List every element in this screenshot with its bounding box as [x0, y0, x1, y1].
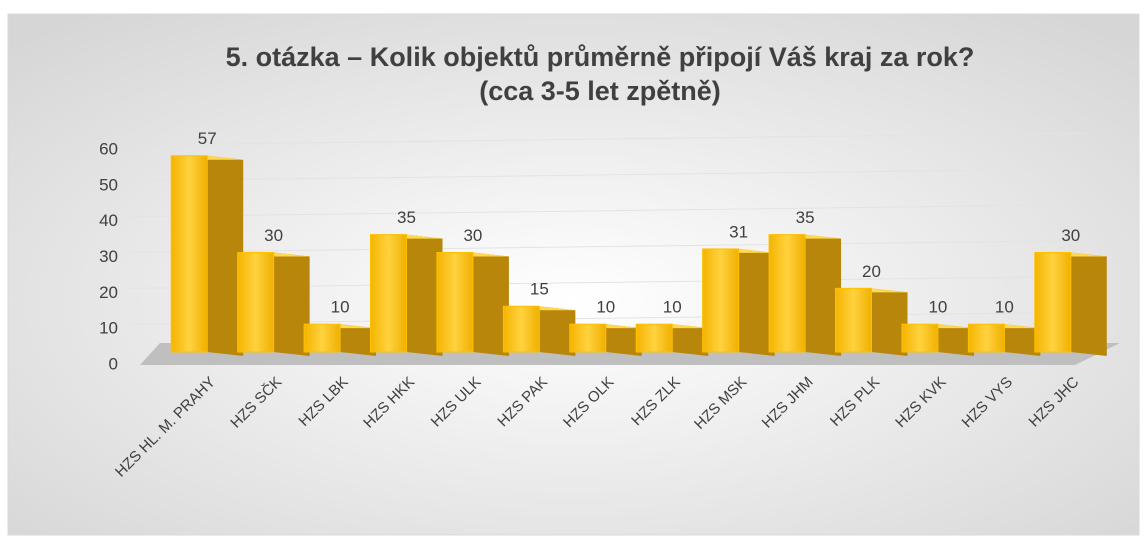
- bar: [370, 234, 407, 353]
- bar: [768, 234, 806, 353]
- bar-side: [937, 324, 974, 356]
- bar-side: [871, 288, 908, 356]
- data-label: 30: [1061, 226, 1080, 245]
- bar: [702, 248, 740, 353]
- y-tick-label: 50: [99, 175, 118, 194]
- chart-subtitle: (cca 3-5 let zpětně): [479, 76, 721, 106]
- bar-side: [805, 234, 842, 356]
- bar: [1034, 252, 1072, 353]
- y-tick-label: 20: [99, 283, 118, 302]
- y-tick-label: 30: [99, 247, 118, 266]
- bar-side: [273, 252, 310, 356]
- bar: [237, 252, 275, 353]
- y-tick-label: 10: [99, 319, 118, 338]
- data-label: 10: [596, 298, 615, 317]
- data-label: 15: [530, 280, 549, 299]
- data-label: 10: [331, 298, 350, 317]
- bar: [502, 305, 540, 353]
- y-tick-label: 60: [99, 139, 118, 158]
- data-label: 30: [463, 226, 482, 245]
- chart-title: 5. otázka – Kolik objektů průměrně připo…: [226, 42, 975, 72]
- bar-side: [406, 234, 443, 356]
- data-label: 10: [663, 298, 682, 317]
- bar: [303, 323, 341, 353]
- data-label: 57: [198, 129, 217, 148]
- bar: [835, 287, 872, 353]
- grid-line: [129, 204, 1091, 218]
- bar: [170, 155, 208, 353]
- bar-side: [1070, 252, 1107, 356]
- grid-line: [129, 240, 1091, 253]
- bar-side: [207, 155, 244, 356]
- bar: [635, 323, 673, 353]
- data-label: 35: [397, 208, 416, 227]
- y-tick-label: 0: [109, 354, 118, 373]
- bar-side: [1004, 324, 1041, 356]
- data-label: 10: [995, 298, 1014, 317]
- bar-side: [605, 324, 642, 356]
- data-label: 20: [862, 262, 881, 281]
- y-tick-label: 40: [99, 211, 118, 230]
- bar-side: [738, 248, 775, 356]
- bar: [901, 323, 939, 353]
- bar: [967, 323, 1005, 353]
- data-label: 30: [264, 226, 283, 245]
- data-label: 35: [796, 208, 815, 227]
- bar-side: [472, 252, 509, 356]
- bar: [436, 252, 474, 353]
- bar-side: [672, 324, 709, 356]
- bar-side: [539, 306, 576, 356]
- grid-line: [129, 168, 1091, 182]
- data-label: 31: [729, 222, 748, 241]
- data-label: 10: [928, 298, 947, 317]
- grid-line: [129, 132, 1091, 146]
- bar: [569, 323, 607, 353]
- bar-side: [340, 324, 377, 356]
